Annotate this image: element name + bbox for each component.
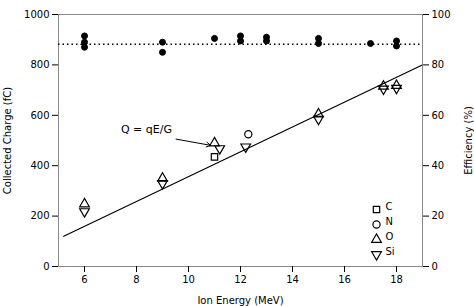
svg-text:20: 20 [432, 210, 445, 221]
svg-text:0: 0 [43, 261, 49, 272]
svg-text:600: 600 [30, 110, 49, 121]
svg-text:800: 800 [30, 59, 49, 70]
svg-text:400: 400 [30, 160, 49, 171]
svg-text:40: 40 [432, 160, 445, 171]
svg-text:Collected Charge (fC): Collected Charge (fC) [2, 87, 13, 194]
svg-text:Q = qE/G: Q = qE/G [121, 123, 172, 136]
svg-text:60: 60 [432, 110, 445, 121]
svg-text:10: 10 [182, 274, 195, 285]
svg-text:14: 14 [286, 274, 299, 285]
svg-text:8: 8 [133, 274, 139, 285]
svg-text:100: 100 [432, 9, 451, 20]
svg-text:12: 12 [234, 274, 247, 285]
svg-text:C: C [386, 201, 393, 212]
svg-text:Ion Energy (MeV): Ion Energy (MeV) [197, 295, 283, 306]
svg-text:6: 6 [81, 274, 87, 285]
svg-text:O: O [386, 231, 394, 242]
svg-text:Si: Si [386, 246, 395, 257]
svg-text:80: 80 [432, 59, 445, 70]
svg-text:1000: 1000 [24, 9, 49, 20]
svg-text:16: 16 [338, 274, 351, 285]
svg-text:0: 0 [432, 261, 438, 272]
svg-text:Efficiency (%): Efficiency (%) [463, 106, 474, 175]
svg-text:18: 18 [390, 274, 403, 285]
svg-text:N: N [386, 216, 393, 227]
svg-text:200: 200 [30, 210, 49, 221]
